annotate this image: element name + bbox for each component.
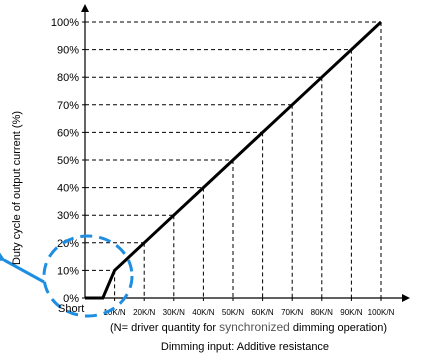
y-tick-label: 30% (57, 210, 79, 222)
x-tick-label: 60K/N (251, 308, 273, 317)
series-line (85, 20, 383, 300)
y-tick-label: 60% (57, 127, 79, 139)
x-tick-label: 20K/N (133, 308, 155, 317)
x-start-label: Short (58, 303, 84, 315)
y-axis-label: Duty cycle of output current (%) (11, 111, 23, 265)
y-tick-label: 40% (57, 183, 79, 195)
y-tick-label: 20% (57, 238, 79, 250)
x-note-suffix: dimming operation) (290, 322, 387, 334)
x-tick-label: 30K/N (163, 308, 185, 317)
y-tick-label: 70% (57, 100, 79, 112)
y-tick-label: 90% (57, 45, 79, 57)
axes (81, 4, 410, 302)
x-note-highlight: synchronized (219, 320, 290, 334)
x-tick-labels: 10K/N 20K/N 30K/N 40K/N 50K/N 60K/N 70K/N 80K/N… (103, 308, 394, 317)
x-tick-label: 100K/N (368, 308, 395, 317)
y-tick-label: 100% (51, 17, 79, 29)
y-tick-label: 10% (57, 265, 79, 277)
annotation-circle (42, 234, 134, 318)
x-tick-label: 70K/N (281, 308, 303, 317)
x-tick-label: 40K/N (192, 308, 214, 317)
x-tick-label: 90K/N (340, 308, 362, 317)
x-tick-label: 50K/N (222, 308, 244, 317)
y-tick-label: 0% (63, 293, 79, 305)
annotation-group (0, 234, 134, 318)
x-note: (N= driver quantity for synchronized dim… (110, 320, 387, 334)
x-axis-label: Dimming input: Additive resistance (161, 341, 329, 353)
y-tick-labels: 0% 10% 20% 30% 40% 50% 60% 70% 80% 90% 100% (51, 17, 79, 305)
dashed-guides (85, 21, 382, 298)
x-note-prefix: (N= driver quantity for (110, 322, 219, 334)
y-tick-label: 50% (57, 155, 79, 167)
annotation-arrow (0, 249, 45, 284)
x-tick-label: 80K/N (311, 308, 333, 317)
series-group (85, 20, 383, 300)
x-tick-label: 10K/N (103, 308, 125, 317)
y-tick-label: 80% (57, 72, 79, 84)
